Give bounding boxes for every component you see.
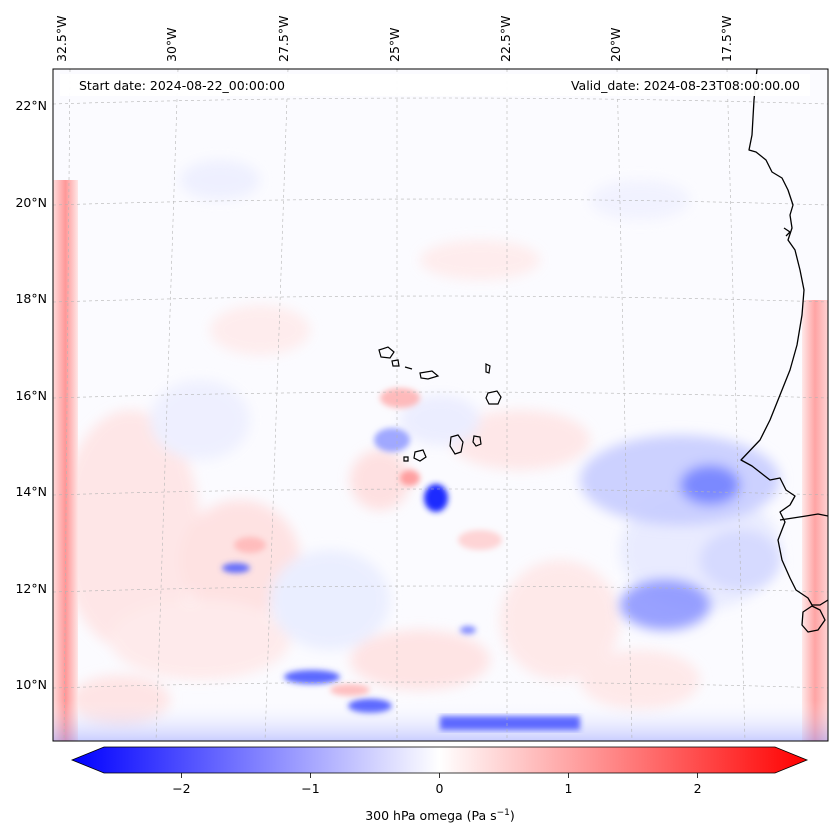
lon-label: 25°W — [387, 27, 402, 62]
longitude-labels: 32.5°W 30°W 27.5°W 25°W 22.5°W 20°W 17.5… — [54, 16, 734, 62]
colorbar-label-exponent: −1 — [497, 808, 510, 818]
map-panel — [53, 69, 828, 741]
lat-label: 14°N — [15, 484, 47, 499]
lat-label: 20°N — [15, 195, 47, 210]
coastlines — [740, 69, 828, 633]
colorbar-label-main: 300 hPa omega (Pa s — [365, 808, 496, 823]
colorbar-tick-label: 0 — [436, 781, 444, 796]
lat-label: 12°N — [15, 581, 47, 596]
graticule-lines — [53, 69, 828, 741]
lon-label: 22.5°W — [498, 16, 513, 62]
lon-label: 30°W — [164, 27, 179, 62]
lat-label: 10°N — [15, 677, 47, 692]
colorbar: −2 −1 0 1 2 300 hPa omega (Pa s−1) — [70, 746, 809, 823]
colorbar-tick-label: 2 — [694, 781, 702, 796]
colorbar-tick-label: −1 — [301, 781, 319, 796]
header-band — [60, 74, 810, 96]
colorbar-ticks: −2 −1 0 1 2 — [172, 773, 702, 796]
lon-label: 32.5°W — [54, 16, 69, 62]
lat-label: 18°N — [15, 291, 47, 306]
start-date-text: Start date: 2024-08-22_00:00:00 — [79, 78, 285, 93]
lat-label: 16°N — [15, 388, 47, 403]
lon-label: 17.5°W — [719, 16, 734, 62]
map-frame — [52, 68, 829, 742]
colorbar-label-close: ) — [510, 808, 515, 823]
colorbar-tick-label: −2 — [172, 781, 190, 796]
colorbar-tick-label: 1 — [565, 781, 573, 796]
africa-coastline — [740, 69, 828, 606]
omega-field — [53, 160, 828, 741]
lon-label: 20°W — [608, 27, 623, 62]
colorbar-gradient — [70, 746, 809, 774]
lon-label: 27.5°W — [276, 16, 291, 62]
valid-date-text: Valid_date: 2024-08-23T08:00:00.00 — [571, 78, 800, 93]
cape-verde-islands — [378, 346, 502, 462]
lat-label: 22°N — [15, 98, 47, 113]
latitude-labels: 22°N 20°N 18°N 16°N 14°N 12°N 10°N — [15, 98, 47, 692]
colorbar-label: 300 hPa omega (Pa s−1) — [365, 808, 515, 823]
